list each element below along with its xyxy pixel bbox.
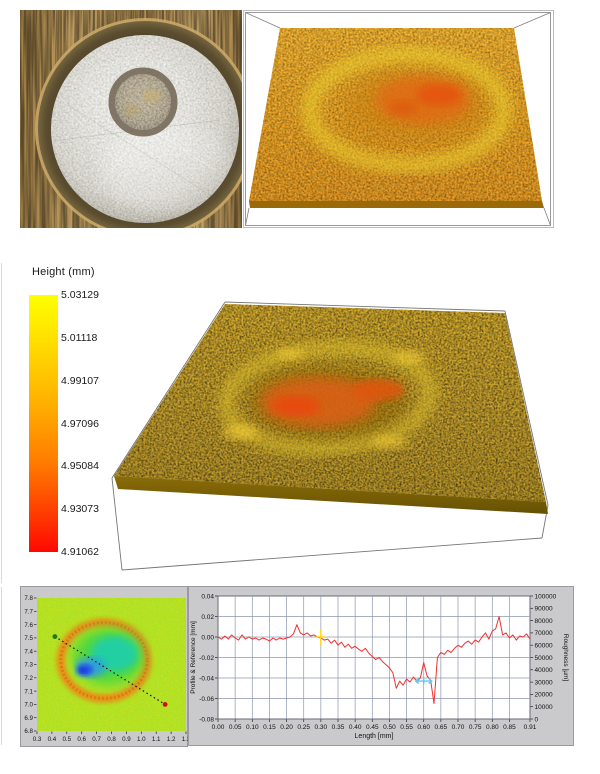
svg-text:1.0: 1.0 [137, 736, 146, 743]
cursor-h-arrows[interactable] [414, 678, 433, 685]
svg-text:0.45: 0.45 [366, 724, 379, 731]
gridlines [218, 596, 530, 719]
svg-text:90000: 90000 [535, 606, 553, 613]
wireframe-box [245, 12, 551, 226]
svg-text:80000: 80000 [535, 618, 553, 625]
svg-text:0.55: 0.55 [400, 724, 413, 731]
legend-tick-value: 5.03129 [61, 289, 99, 301]
profile-end-marker[interactable] [162, 702, 168, 707]
svg-text:0.70: 0.70 [452, 724, 465, 731]
svg-text:0.4: 0.4 [48, 736, 57, 743]
svg-text:0.25: 0.25 [297, 724, 310, 731]
wireframe-box [111, 301, 549, 571]
height-colormap-2d: 7.8 7.7 7.6 7.5 7.4 7.3 7.2 7.1 7.0 6.9 6.80.3 0.4 0… [20, 586, 188, 747]
svg-text:0.04: 0.04 [201, 593, 214, 600]
svg-text:0.05: 0.05 [229, 724, 242, 731]
svg-text:10000: 10000 [535, 704, 553, 711]
svg-text:-0.04: -0.04 [199, 675, 214, 682]
svg-text:1.1: 1.1 [152, 736, 161, 743]
surface-3d-view-large [111, 301, 549, 571]
svg-text:0.85: 0.85 [503, 724, 516, 731]
svg-text:0.35: 0.35 [332, 724, 345, 731]
svg-text:0.75: 0.75 [469, 724, 482, 731]
legend-tick-value: 4.93073 [61, 503, 99, 516]
left-axis-title: Profile & Reference [mm] [190, 621, 197, 694]
svg-text:7.8: 7.8 [24, 595, 33, 602]
section-edge-line [1, 587, 2, 745]
section-edge-line [1, 263, 2, 583]
svg-text:0.3: 0.3 [33, 736, 42, 743]
surface-texture [249, 28, 542, 201]
svg-text:6.9: 6.9 [24, 715, 33, 722]
svg-text:0.8: 0.8 [107, 736, 116, 743]
svg-text:0.40: 0.40 [349, 724, 362, 731]
svg-text:1.2: 1.2 [167, 736, 176, 743]
svg-text:7.1: 7.1 [24, 688, 33, 695]
legend-tick-value: 4.95084 [61, 460, 99, 473]
svg-text:6.8: 6.8 [24, 728, 33, 735]
photo-inner-texture [115, 74, 171, 130]
svg-text:0.65: 0.65 [435, 724, 448, 731]
svg-text:7.4: 7.4 [24, 648, 33, 655]
svg-text:1.3: 1.3 [182, 736, 188, 743]
svg-text:100000: 100000 [535, 593, 557, 600]
profile-roughness-chart: 0.040.020.00-0.02-0.04-0.06-0.0810000090… [188, 586, 574, 746]
svg-text:-0.06: -0.06 [199, 696, 214, 703]
x-axis-title: Length [mm] [355, 733, 394, 740]
legend-colorbar [29, 295, 58, 552]
surface-texture [114, 304, 546, 502]
svg-text:50000: 50000 [535, 655, 553, 662]
surface-3d-view-small [243, 10, 554, 228]
axis-labels: 0.040.020.00-0.02-0.04-0.06-0.0810000090… [199, 593, 556, 731]
svg-text:0.60: 0.60 [417, 724, 430, 731]
right-axis-title: Roughness [µm] [562, 634, 569, 682]
svg-text:0.02: 0.02 [201, 614, 214, 621]
height-legend: Height (mm) 5.03129 5.01118 4.99107 4.97096… [20, 262, 150, 567]
svg-text:0.9: 0.9 [122, 736, 131, 743]
svg-text:7.2: 7.2 [24, 675, 33, 682]
legend-tick-value: 4.91062 [61, 546, 99, 558]
svg-text:0.6: 0.6 [77, 736, 86, 743]
svg-text:70000: 70000 [535, 630, 553, 637]
svg-text:7.5: 7.5 [24, 635, 33, 642]
svg-text:0.10: 0.10 [246, 724, 259, 731]
svg-text:7.7: 7.7 [24, 609, 33, 616]
surface-front-edge [249, 201, 544, 208]
svg-text:0.50: 0.50 [383, 724, 396, 731]
svg-text:7.6: 7.6 [24, 622, 33, 629]
svg-text:-0.08: -0.08 [199, 716, 214, 723]
legend-title: Height (mm) [32, 266, 95, 278]
profile-start-marker[interactable] [52, 634, 58, 639]
heatmap-image [37, 598, 186, 731]
svg-text:7.0: 7.0 [24, 702, 33, 709]
svg-text:20000: 20000 [535, 692, 553, 699]
svg-text:0.20: 0.20 [280, 724, 293, 731]
svg-text:0.00: 0.00 [212, 724, 225, 731]
cursor-cross[interactable] [315, 629, 326, 645]
legend-tick-value: 4.99107 [61, 374, 99, 387]
surface-front-edge [114, 476, 548, 514]
map-axis-labels: 7.8 7.7 7.6 7.5 7.4 7.3 7.2 7.1 7.0 6.9 6.80.3 0.4 0… [24, 595, 188, 743]
svg-text:0.5: 0.5 [62, 736, 71, 743]
profile-section-line[interactable] [54, 636, 166, 705]
svg-text:0.00: 0.00 [201, 634, 214, 641]
profile-trace [217, 616, 531, 705]
svg-text:0: 0 [535, 716, 539, 723]
svg-text:0.91: 0.91 [524, 724, 537, 731]
svg-text:40000: 40000 [535, 667, 553, 674]
svg-text:7.3: 7.3 [24, 662, 33, 669]
svg-text:60000: 60000 [535, 643, 553, 650]
photo-inner-circle-ring [108, 67, 178, 137]
svg-text:30000: 30000 [535, 679, 553, 686]
legend-tick-value: 4.97096 [61, 417, 99, 430]
svg-text:0.7: 0.7 [92, 736, 101, 743]
svg-text:0.15: 0.15 [263, 724, 276, 731]
svg-text:-0.02: -0.02 [199, 655, 214, 662]
svg-text:0.80: 0.80 [486, 724, 499, 731]
legend-tick-value: 5.01118 [61, 331, 98, 344]
svg-text:0.30: 0.30 [315, 724, 328, 731]
sample-photo-image [20, 10, 242, 228]
